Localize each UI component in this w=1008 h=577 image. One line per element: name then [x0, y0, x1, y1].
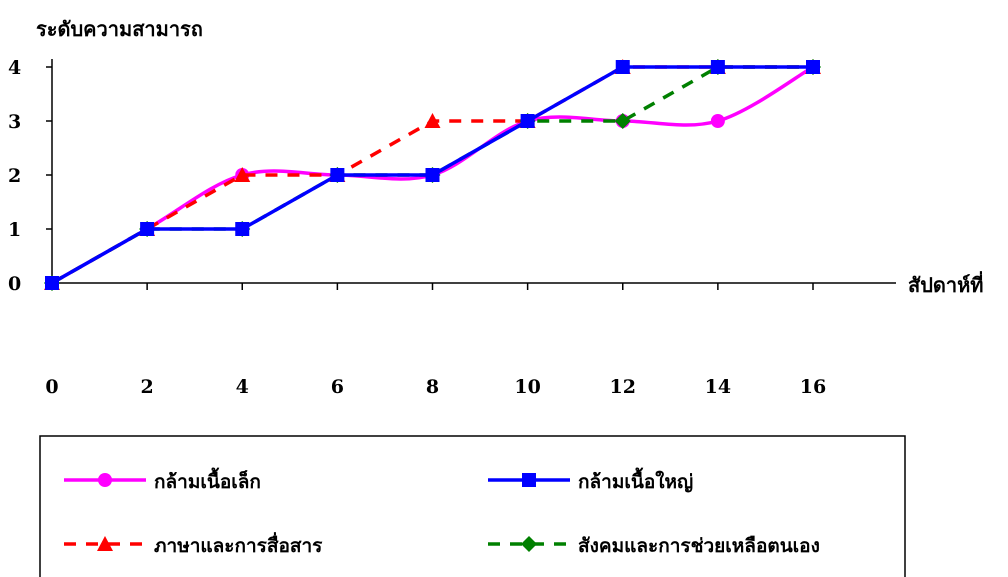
data-point [710, 114, 725, 128]
data-point [520, 114, 535, 128]
data-point [615, 60, 630, 74]
x-tick-label: 8 [426, 376, 439, 398]
legend-label: กล้ามเนื้อใหญ่ [578, 467, 693, 493]
data-point [614, 113, 631, 129]
legend-swatch-marker [522, 473, 536, 487]
legend-label: ภาษาและการสื่อสาร [154, 532, 323, 557]
data-point [710, 60, 725, 74]
y-tick-label: 2 [8, 165, 21, 187]
legend-item-2: กล้ามเนื้อใหญ่ [488, 467, 693, 493]
legend-swatch-marker [97, 536, 113, 551]
y-tick-label: 3 [8, 111, 21, 133]
legend-item-3: ภาษาและการสื่อสาร [64, 532, 323, 557]
legend-label: กล้ามเนื้อเล็ก [154, 467, 261, 493]
y-tick-label: 4 [8, 57, 21, 79]
data-point [425, 168, 440, 182]
x-tick-label: 10 [514, 376, 540, 398]
series-2 [45, 60, 820, 290]
legend-swatch-marker [521, 536, 537, 552]
data-point [45, 276, 59, 290]
x-tick-label: 2 [141, 376, 154, 398]
data-point [330, 168, 345, 182]
series-layer [44, 59, 821, 291]
data-point [235, 222, 250, 236]
y-axis-title: ระดับความสามารถ [36, 17, 203, 41]
y-tick-label: 0 [8, 273, 21, 295]
legend: กล้ามเนื้อเล็ก กล้ามเนื้อใหญ่ภาษาและการสื… [39, 435, 906, 577]
legend-box [39, 435, 906, 577]
x-axis-title: สัปดาห์ที่ [908, 270, 984, 297]
x-tick-label: 12 [610, 376, 636, 398]
legend-swatch-marker [98, 473, 112, 487]
legend-item-4: สังคมและการช่วยเหลือตนเอง [488, 535, 820, 557]
legend-item-1: กล้ามเนื้อเล็ก [64, 467, 261, 493]
legend-label: สังคมและการช่วยเหลือตนเอง [578, 535, 820, 557]
y-tick-label: 1 [8, 219, 21, 241]
data-point [140, 222, 155, 236]
data-point [806, 60, 820, 74]
x-tick-label: 0 [45, 376, 58, 398]
x-tick-label: 6 [331, 376, 344, 398]
x-tick-label: 4 [236, 376, 249, 398]
data-point [424, 113, 441, 128]
x-tick-label: 16 [800, 376, 826, 398]
data-point [234, 167, 251, 182]
x-tick-label: 14 [705, 376, 731, 398]
